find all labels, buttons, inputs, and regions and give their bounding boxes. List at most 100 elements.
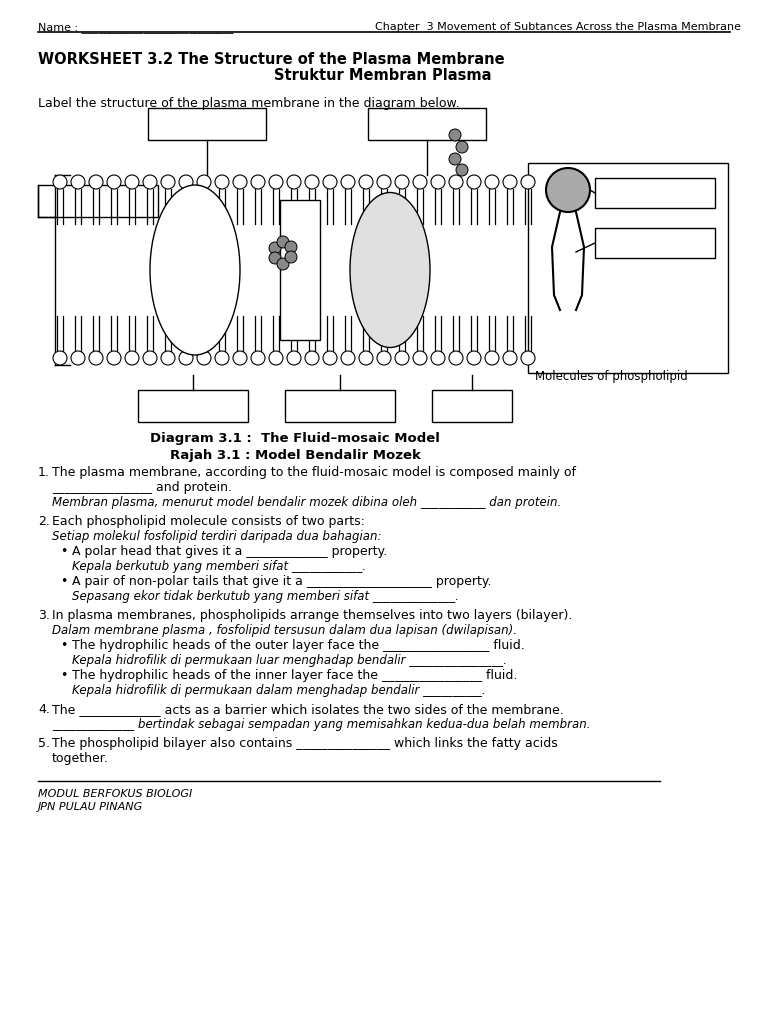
Circle shape: [53, 351, 67, 365]
Text: In plasma membranes, phospholipids arrange themselves into two layers (bilayer).: In plasma membranes, phospholipids arran…: [52, 609, 572, 622]
Text: •: •: [60, 545, 68, 558]
Text: Name : ___________________________: Name : ___________________________: [38, 22, 233, 33]
Text: Sepasang ekor tidak berkutub yang memberi sifat ______________.: Sepasang ekor tidak berkutub yang member…: [72, 590, 458, 603]
Text: 2.: 2.: [38, 515, 50, 528]
Bar: [432, 390, 512, 422]
Circle shape: [359, 351, 373, 365]
Circle shape: [285, 241, 297, 253]
Circle shape: [287, 175, 301, 189]
Bar: [528, 163, 728, 373]
Bar: [285, 390, 395, 422]
Text: MODUL BERFOKUS BIOLOGI: MODUL BERFOKUS BIOLOGI: [38, 790, 192, 799]
Circle shape: [179, 175, 193, 189]
Circle shape: [277, 236, 289, 248]
Text: A pair of non-polar tails that give it a ____________________ property.: A pair of non-polar tails that give it a…: [72, 575, 492, 588]
Text: 4.: 4.: [38, 703, 50, 716]
Circle shape: [503, 351, 517, 365]
Circle shape: [341, 175, 355, 189]
Circle shape: [449, 175, 463, 189]
Circle shape: [377, 175, 391, 189]
Circle shape: [285, 251, 297, 263]
Circle shape: [251, 351, 265, 365]
Text: Dalam membrane plasma , fosfolipid tersusun dalam dua lapisan (dwilapisan).: Dalam membrane plasma , fosfolipid tersu…: [52, 624, 517, 637]
Text: 3.: 3.: [38, 609, 50, 622]
Circle shape: [233, 175, 247, 189]
Bar: [368, 108, 486, 140]
Circle shape: [107, 351, 121, 365]
Circle shape: [233, 351, 247, 365]
Text: Kepala hidrofilik di permukaan dalam menghadap bendalir __________.: Kepala hidrofilik di permukaan dalam men…: [72, 684, 485, 697]
Circle shape: [197, 175, 211, 189]
Text: A polar head that gives it a _____________ property.: A polar head that gives it a ___________…: [72, 545, 387, 558]
Circle shape: [215, 175, 229, 189]
Circle shape: [449, 129, 461, 141]
Circle shape: [546, 168, 590, 212]
Text: Label the structure of the plasma membrane in the diagram below.: Label the structure of the plasma membra…: [38, 97, 459, 110]
Text: 1.: 1.: [38, 466, 50, 479]
Circle shape: [179, 351, 193, 365]
Circle shape: [143, 351, 157, 365]
Circle shape: [503, 175, 517, 189]
Circle shape: [89, 351, 103, 365]
Text: ______________ bertindak sebagai sempadan yang memisahkan kedua-dua belah membra: ______________ bertindak sebagai sempada…: [52, 718, 591, 731]
Text: 5.: 5.: [38, 737, 50, 750]
Circle shape: [89, 175, 103, 189]
Text: The hydrophilic heads of the inner layer face the ________________ fluid.: The hydrophilic heads of the inner layer…: [72, 669, 518, 682]
Bar: [595, 178, 715, 208]
Circle shape: [125, 351, 139, 365]
Circle shape: [161, 351, 175, 365]
Circle shape: [521, 175, 535, 189]
Circle shape: [485, 351, 499, 365]
Text: •: •: [60, 669, 68, 682]
Text: Kepala hidrofilik di permukaan luar menghadap bendalir ________________.: Kepala hidrofilik di permukaan luar meng…: [72, 654, 507, 667]
Circle shape: [197, 351, 211, 365]
Circle shape: [467, 351, 481, 365]
Circle shape: [323, 351, 337, 365]
Text: •: •: [60, 639, 68, 652]
Circle shape: [413, 351, 427, 365]
Circle shape: [269, 175, 283, 189]
Ellipse shape: [350, 193, 430, 347]
Circle shape: [269, 351, 283, 365]
Circle shape: [377, 351, 391, 365]
Text: The phospholipid bilayer also contains _______________ which links the fatty aci: The phospholipid bilayer also contains _…: [52, 737, 558, 750]
Circle shape: [305, 175, 319, 189]
Text: Each phospholipid molecule consists of two parts:: Each phospholipid molecule consists of t…: [52, 515, 365, 528]
Circle shape: [341, 351, 355, 365]
Circle shape: [449, 351, 463, 365]
Text: Rajah 3.1 : Model Bendalir Mozek: Rajah 3.1 : Model Bendalir Mozek: [170, 449, 420, 462]
Circle shape: [287, 351, 301, 365]
Circle shape: [521, 351, 535, 365]
Text: together.: together.: [52, 752, 109, 765]
Text: WORKSHEET 3.2 The Structure of the Plasma Membrane: WORKSHEET 3.2 The Structure of the Plasm…: [38, 52, 505, 67]
Text: The _____________ acts as a barrier which isolates the two sides of the membrane: The _____________ acts as a barrier whic…: [52, 703, 564, 716]
Text: Chapter  3 Movement of Subtances Across the Plasma Membrane: Chapter 3 Movement of Subtances Across t…: [375, 22, 741, 32]
Circle shape: [467, 175, 481, 189]
Text: Membran plasma, menurut model bendalir mozek dibina oleh ___________ dan protein: Membran plasma, menurut model bendalir m…: [52, 496, 561, 509]
Circle shape: [449, 153, 461, 165]
Circle shape: [431, 175, 445, 189]
Circle shape: [53, 175, 67, 189]
Bar: [38, 185, 158, 217]
Bar: [148, 108, 266, 140]
Circle shape: [269, 242, 281, 254]
Circle shape: [71, 175, 85, 189]
Ellipse shape: [150, 185, 240, 355]
Circle shape: [143, 175, 157, 189]
Text: The hydrophilic heads of the outer layer face the _________________ fluid.: The hydrophilic heads of the outer layer…: [72, 639, 525, 652]
Circle shape: [395, 351, 409, 365]
Circle shape: [359, 175, 373, 189]
Circle shape: [456, 164, 468, 176]
Circle shape: [323, 175, 337, 189]
Circle shape: [485, 175, 499, 189]
Bar: [595, 228, 715, 258]
Circle shape: [107, 175, 121, 189]
Text: •: •: [60, 575, 68, 588]
Text: Kepala berkutub yang memberi sifat ____________.: Kepala berkutub yang memberi sifat _____…: [72, 560, 366, 573]
Circle shape: [71, 351, 85, 365]
Bar: [280, 200, 320, 340]
Circle shape: [413, 175, 427, 189]
Circle shape: [456, 141, 468, 153]
Text: Diagram 3.1 :  The Fluid–mosaic Model: Diagram 3.1 : The Fluid–mosaic Model: [150, 432, 440, 445]
Circle shape: [125, 175, 139, 189]
